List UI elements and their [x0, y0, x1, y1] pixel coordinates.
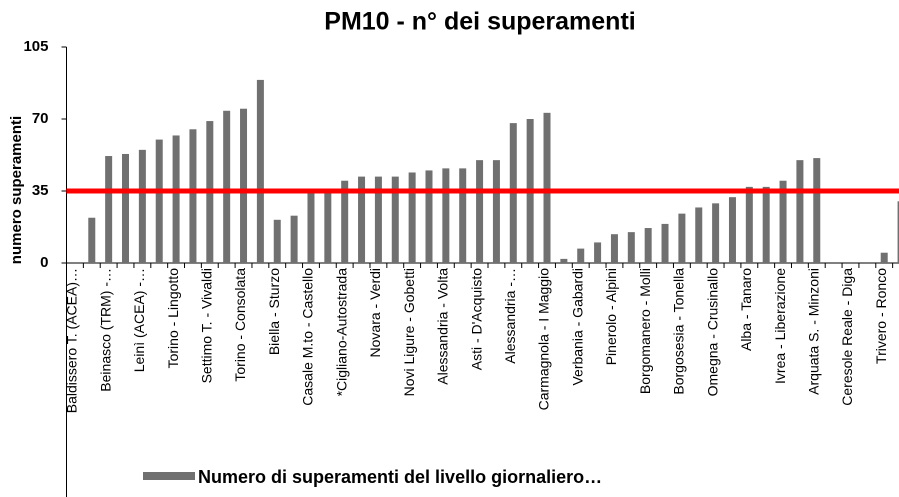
- x-tick-label: Novara - Verdi: [367, 268, 383, 357]
- bar: [661, 223, 669, 263]
- bar: [897, 201, 899, 263]
- bar: [560, 258, 568, 263]
- bar: [324, 188, 332, 263]
- bar: [627, 232, 635, 263]
- bar: [796, 160, 804, 263]
- bar: [273, 219, 281, 263]
- x-tick-label: Alba - Tanaro: [738, 268, 754, 351]
- bar: [240, 108, 248, 263]
- bar: [172, 135, 180, 263]
- bar: [138, 149, 146, 263]
- bar: [492, 160, 500, 263]
- x-tick-label: Trivero - Ronco: [873, 268, 889, 364]
- x-tick-label: *Cigliano-Autostrada: [333, 268, 349, 397]
- bar: [695, 207, 703, 263]
- legend-label: Numero di superamenti del livello giorna…: [198, 467, 602, 487]
- x-tick-label: Leinì (ACEA) -…: [131, 268, 147, 372]
- bar: [880, 252, 888, 263]
- x-tick-label: Torino - Consolata: [232, 268, 248, 382]
- bar: [813, 158, 821, 263]
- bar: [459, 168, 467, 263]
- bar: [408, 172, 416, 263]
- x-tick-label: Torino - Lingotto: [165, 268, 181, 369]
- bar: [223, 110, 231, 264]
- bar: [307, 188, 315, 263]
- bar: [678, 213, 686, 263]
- x-tick-label: Beinasco (TRM) -…: [97, 268, 113, 392]
- x-tick-label: Casale M.to - Castello: [300, 268, 316, 406]
- x-tick-label: Ceresole Reale - Diga: [839, 268, 855, 406]
- bar: [745, 186, 753, 263]
- y-tick-label: 35: [32, 182, 49, 199]
- x-tick-label: Verbania - Gabardi: [569, 268, 585, 386]
- bar: [712, 203, 720, 263]
- bar: [105, 156, 113, 263]
- x-tick-label: Settimo T. - Vivaldi: [199, 268, 215, 383]
- bar: [577, 248, 585, 263]
- x-tick-label: Borgomanero - Molli: [637, 268, 653, 394]
- bar: [189, 129, 197, 263]
- x-tick-label: Alessandria - Volta: [435, 268, 451, 385]
- bar: [88, 217, 96, 263]
- bar: [442, 168, 450, 263]
- bar: [256, 79, 264, 264]
- y-tick-label: 105: [23, 38, 48, 55]
- x-tick-label: Borgosesia - Tonella: [671, 268, 687, 395]
- bar: [122, 153, 130, 263]
- bar: [476, 160, 484, 263]
- y-tick-label: 0: [40, 254, 48, 271]
- bar: [341, 180, 349, 263]
- bar: [543, 112, 551, 263]
- bar: [644, 228, 652, 263]
- bar: [728, 197, 736, 263]
- bar: [374, 176, 382, 263]
- x-tick-label: Novi Ligure - Gobetti: [401, 268, 417, 396]
- x-tick-label: Carmagnola - I Maggio: [536, 268, 552, 411]
- bar: [594, 242, 602, 263]
- bar: [391, 176, 399, 263]
- x-tick-label: Arquata S. - Minzoni: [805, 268, 821, 395]
- x-tick-label: Ivrea - Liberazione: [772, 268, 788, 384]
- y-axis-label: numero superamenti: [8, 116, 25, 264]
- bar: [762, 186, 770, 263]
- y-tick-label: 70: [32, 110, 49, 127]
- x-tick-label: Omegna - Crusinallo: [704, 268, 720, 397]
- x-tick-label: Biella - Sturzo: [266, 268, 282, 355]
- bar: [290, 215, 298, 263]
- bar: [425, 170, 433, 263]
- legend-swatch: [143, 472, 195, 480]
- x-tick-label: Pinerolo - Alpini: [603, 268, 619, 365]
- x-tick-label: Asti - D'Acquisto: [468, 268, 484, 370]
- bar: [779, 180, 787, 263]
- chart-title: PM10 - n° dei superamenti: [324, 8, 635, 36]
- x-tick-label: Baldissero T. (ACEA)…: [64, 268, 80, 413]
- bar: [155, 139, 163, 263]
- bar: [358, 176, 366, 263]
- bar: [610, 234, 618, 263]
- x-tick-label: Alessandria -…: [502, 268, 518, 364]
